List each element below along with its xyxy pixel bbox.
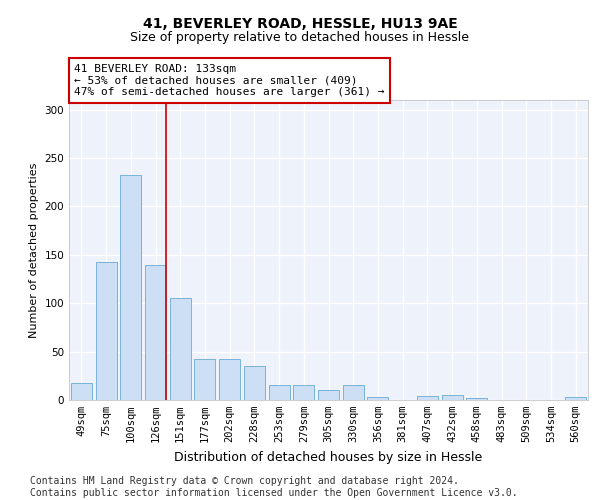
Bar	[120, 174, 141, 400]
Bar	[367, 397, 388, 400]
Y-axis label: Number of detached properties: Number of detached properties	[29, 162, 39, 338]
Bar	[318, 390, 339, 400]
Bar	[565, 397, 586, 400]
Bar	[466, 398, 487, 400]
Bar	[343, 386, 364, 400]
Bar	[194, 360, 215, 400]
Bar	[71, 382, 92, 400]
Text: 41 BEVERLEY ROAD: 133sqm
← 53% of detached houses are smaller (409)
47% of semi-: 41 BEVERLEY ROAD: 133sqm ← 53% of detach…	[74, 64, 385, 97]
Bar	[145, 264, 166, 400]
Text: Size of property relative to detached houses in Hessle: Size of property relative to detached ho…	[131, 31, 470, 44]
Bar	[442, 395, 463, 400]
Bar	[95, 262, 116, 400]
Text: 41, BEVERLEY ROAD, HESSLE, HU13 9AE: 41, BEVERLEY ROAD, HESSLE, HU13 9AE	[143, 18, 457, 32]
Bar	[417, 396, 438, 400]
Text: Contains HM Land Registry data © Crown copyright and database right 2024.
Contai: Contains HM Land Registry data © Crown c…	[30, 476, 518, 498]
X-axis label: Distribution of detached houses by size in Hessle: Distribution of detached houses by size …	[175, 450, 482, 464]
Bar	[219, 360, 240, 400]
Bar	[170, 298, 191, 400]
Bar	[269, 386, 290, 400]
Bar	[293, 386, 314, 400]
Bar	[244, 366, 265, 400]
